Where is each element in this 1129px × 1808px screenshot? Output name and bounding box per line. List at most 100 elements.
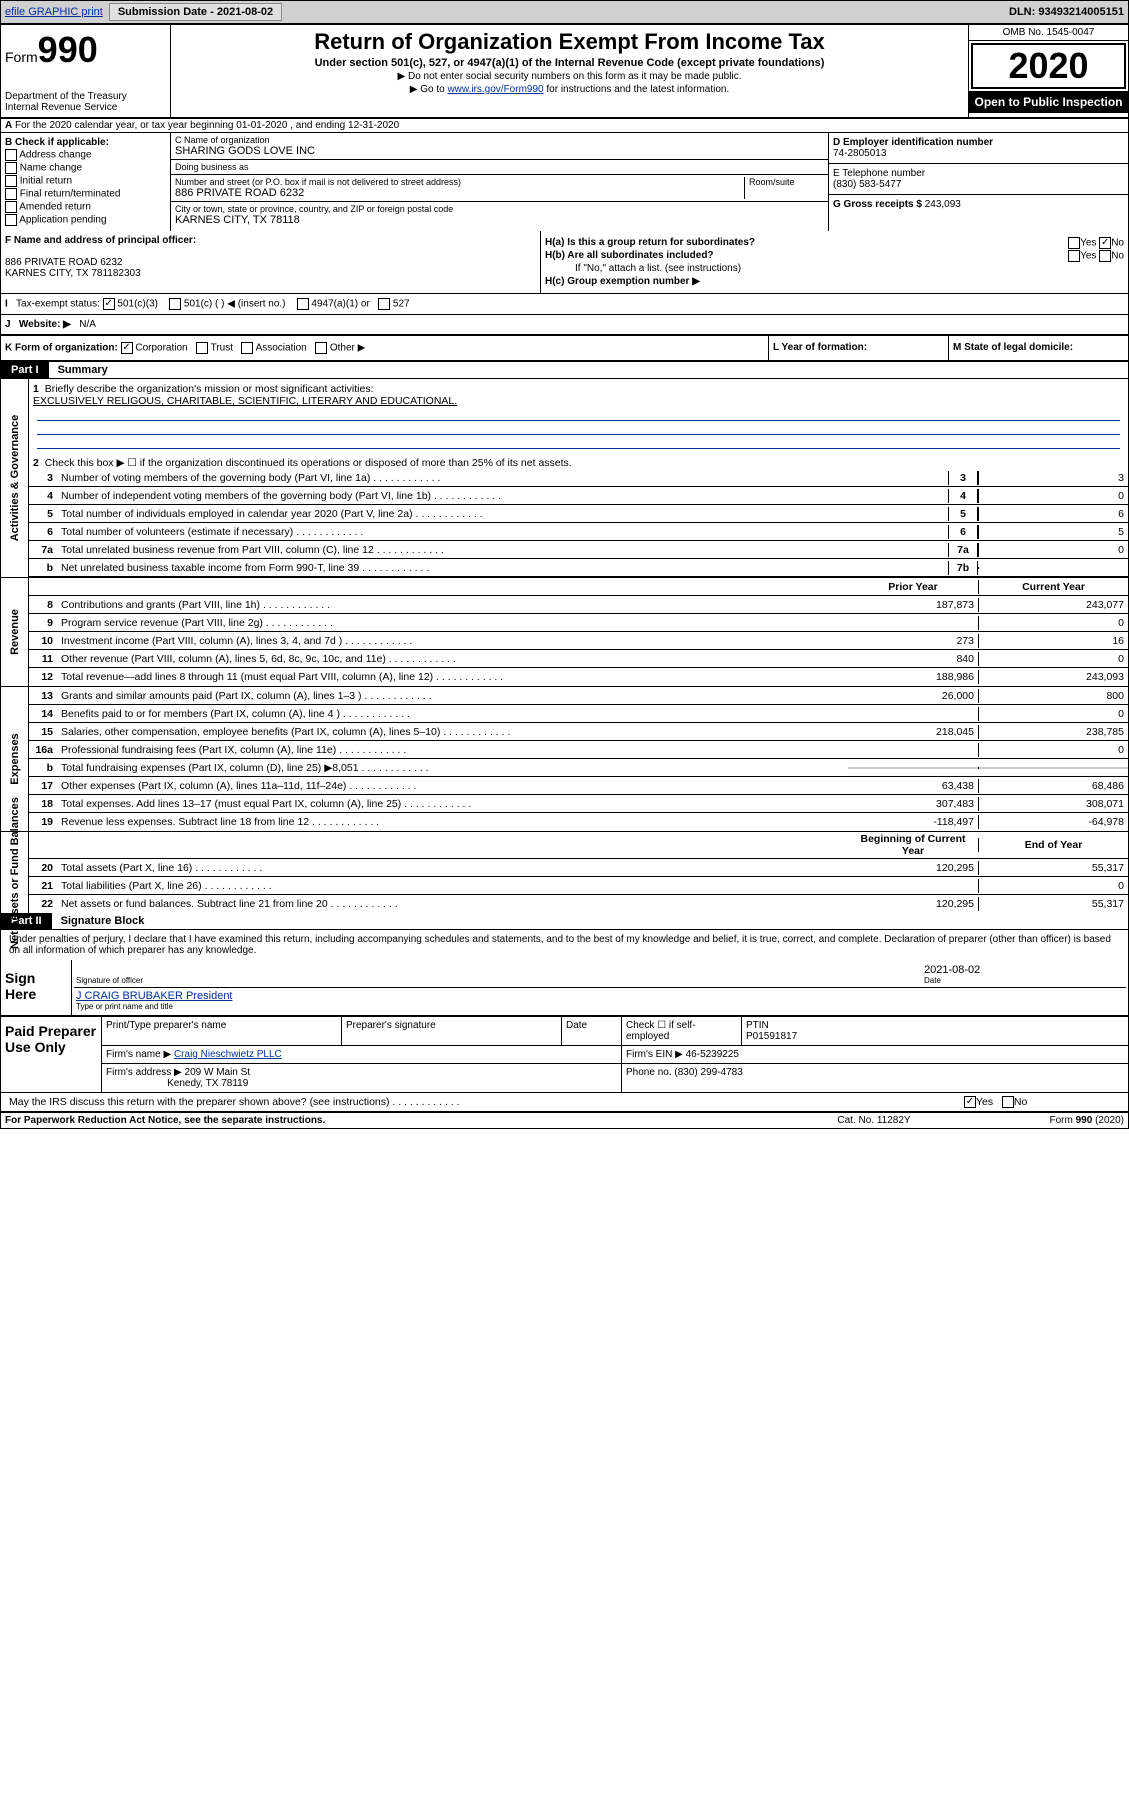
street: 886 PRIVATE ROAD 6232 — [175, 187, 744, 199]
org-name: SHARING GODS LOVE INC — [175, 145, 824, 157]
line-13: 13Grants and similar amounts paid (Part … — [29, 687, 1128, 705]
ha-no[interactable] — [1099, 237, 1111, 249]
gov-line-5: 5Total number of individuals employed in… — [29, 505, 1128, 523]
phone: (830) 583-5477 — [833, 179, 901, 190]
ein: 74-2805013 — [833, 148, 886, 159]
j-website: J Website: ▶ N/A — [1, 315, 1128, 336]
b-checkboxes: B Check if applicable: Address change Na… — [1, 133, 171, 231]
gross-receipts: 243,093 — [925, 199, 961, 210]
gov-line-3: 3Number of voting members of the governi… — [29, 469, 1128, 487]
f-h-block: F Name and address of principal officer:… — [1, 231, 1128, 294]
gov-line-4: 4Number of independent voting members of… — [29, 487, 1128, 505]
line-19: 19Revenue less expenses. Subtract line 1… — [29, 813, 1128, 831]
net-header: Beginning of Current Year End of Year — [29, 832, 1128, 859]
header-left: Form990 Department of the Treasury Inter… — [1, 25, 171, 117]
ha-yes[interactable] — [1068, 237, 1080, 249]
header-right: OMB No. 1545-0047 2020 Open to Public In… — [968, 25, 1128, 117]
cb-4947[interactable] — [297, 298, 309, 310]
line-15: 15Salaries, other compensation, employee… — [29, 723, 1128, 741]
line-18: 18Total expenses. Add lines 13–17 (must … — [29, 795, 1128, 813]
cb-application-pending[interactable] — [5, 214, 17, 226]
discuss-row: May the IRS discuss this return with the… — [1, 1093, 1128, 1113]
line-16a: 16aProfessional fundraising fees (Part I… — [29, 741, 1128, 759]
ptin: P01591817 — [746, 1031, 797, 1042]
section-revenue: Revenue Prior Year Current Year 8Contrib… — [1, 578, 1128, 687]
k-l-m-row: K Form of organization: Corporation Trus… — [1, 336, 1128, 362]
cb-final-return[interactable] — [5, 188, 17, 200]
firm-ein: 46-5239225 — [686, 1049, 739, 1060]
officer-name[interactable]: J CRAIG BRUBAKER President — [76, 990, 233, 1002]
d-e-g-block: D Employer identification number 74-2805… — [828, 133, 1128, 231]
cb-trust[interactable] — [196, 342, 208, 354]
form-number: 990 — [38, 29, 98, 70]
hb-yes[interactable] — [1068, 250, 1080, 262]
line-20: 20Total assets (Part X, line 16)120,2955… — [29, 859, 1128, 877]
header-mid: Return of Organization Exempt From Incom… — [171, 25, 968, 117]
tax-year: 2020 — [971, 43, 1126, 89]
line-8: 8Contributions and grants (Part VIII, li… — [29, 596, 1128, 614]
room-suite: Room/suite — [744, 177, 824, 199]
form-990: Form990 Department of the Treasury Inter… — [0, 24, 1129, 1129]
discuss-no[interactable] — [1002, 1096, 1014, 1108]
cb-501c[interactable] — [169, 298, 181, 310]
c-block: C Name of organization SHARING GODS LOVE… — [171, 133, 828, 231]
paid-preparer-block: Paid Preparer Use Only Print/Type prepar… — [1, 1016, 1128, 1093]
hb-no[interactable] — [1099, 250, 1111, 262]
cb-assoc[interactable] — [241, 342, 253, 354]
line-12: 12Total revenue—add lines 8 through 11 (… — [29, 668, 1128, 686]
top-toolbar: efile GRAPHIC print Submission Date - 20… — [0, 0, 1129, 24]
submission-date-button[interactable]: Submission Date - 2021-08-02 — [109, 3, 282, 21]
form-subtitle: Under section 501(c), 527, or 4947(a)(1)… — [175, 57, 964, 69]
f-principal-officer: F Name and address of principal officer:… — [1, 231, 541, 293]
cb-name-change[interactable] — [5, 162, 17, 174]
dln-label: DLN: 93493214005151 — [1009, 6, 1124, 18]
mission: EXCLUSIVELY RELIGOUS, CHARITABLE, SCIENT… — [33, 395, 457, 407]
form-note-link: ▶ Go to www.irs.gov/Form990 for instruct… — [175, 84, 964, 95]
form-title: Return of Organization Exempt From Incom… — [175, 29, 964, 55]
open-to-public: Open to Public Inspection — [969, 91, 1128, 113]
section-expenses: Expenses 13Grants and similar amounts pa… — [1, 687, 1128, 832]
gov-line-7b: bNet unrelated business taxable income f… — [29, 559, 1128, 577]
cb-527[interactable] — [378, 298, 390, 310]
i-tax-exempt: I Tax-exempt status: 501(c)(3) 501(c) ( … — [1, 294, 1128, 315]
efile-link[interactable]: efile GRAPHIC print — [5, 6, 103, 18]
cb-other[interactable] — [315, 342, 327, 354]
line-10: 10Investment income (Part VIII, column (… — [29, 632, 1128, 650]
cb-501c3[interactable] — [103, 298, 115, 310]
city-state-zip: KARNES CITY, TX 78118 — [175, 214, 824, 226]
gov-line-6: 6Total number of volunteers (estimate if… — [29, 523, 1128, 541]
cb-address-change[interactable] — [5, 149, 17, 161]
declaration: Under penalties of perjury, I declare th… — [1, 930, 1128, 960]
form-note-ssn: ▶ Do not enter social security numbers o… — [175, 71, 964, 82]
firm-name[interactable]: Craig Nieschwietz PLLC — [174, 1049, 282, 1060]
h-group-return: H(a) Is this a group return for subordin… — [541, 231, 1128, 293]
irs-link[interactable]: www.irs.gov/Form990 — [447, 84, 543, 95]
revenue-header: Prior Year Current Year — [29, 578, 1128, 596]
dept-label: Department of the Treasury Internal Reve… — [5, 91, 166, 113]
line-a: A For the 2020 calendar year, or tax yea… — [1, 119, 1128, 133]
sign-here-block: Sign Here Signature of officer 2021-08-0… — [1, 960, 1128, 1016]
omb-number: OMB No. 1545-0047 — [969, 25, 1128, 41]
line-b: bTotal fundraising expenses (Part IX, co… — [29, 759, 1128, 777]
line-22: 22Net assets or fund balances. Subtract … — [29, 895, 1128, 913]
section-net-assets: Net Assets or Fund Balances Beginning of… — [1, 832, 1128, 913]
website: N/A — [79, 319, 96, 330]
gov-line-7a: 7aTotal unrelated business revenue from … — [29, 541, 1128, 559]
cb-amended[interactable] — [5, 201, 17, 213]
line-21: 21Total liabilities (Part X, line 26)0 — [29, 877, 1128, 895]
line-9: 9Program service revenue (Part VIII, lin… — [29, 614, 1128, 632]
section-governance: Activities & Governance 1 Briefly descri… — [1, 379, 1128, 578]
block-b-to-g: B Check if applicable: Address change Na… — [1, 133, 1128, 231]
part2-header: Part II Signature Block — [1, 913, 1128, 930]
discuss-yes[interactable] — [964, 1096, 976, 1108]
footer: For Paperwork Reduction Act Notice, see … — [1, 1113, 1128, 1128]
sig-date: 2021-08-02 — [924, 964, 980, 976]
part1-header: Part I Summary — [1, 362, 1128, 379]
firm-phone: (830) 299-4783 — [674, 1067, 742, 1078]
firm-addr: 209 W Main St — [185, 1067, 251, 1078]
form-header: Form990 Department of the Treasury Inter… — [1, 25, 1128, 119]
line-14: 14Benefits paid to or for members (Part … — [29, 705, 1128, 723]
cb-corp[interactable] — [121, 342, 133, 354]
cb-initial-return[interactable] — [5, 175, 17, 187]
line-11: 11Other revenue (Part VIII, column (A), … — [29, 650, 1128, 668]
